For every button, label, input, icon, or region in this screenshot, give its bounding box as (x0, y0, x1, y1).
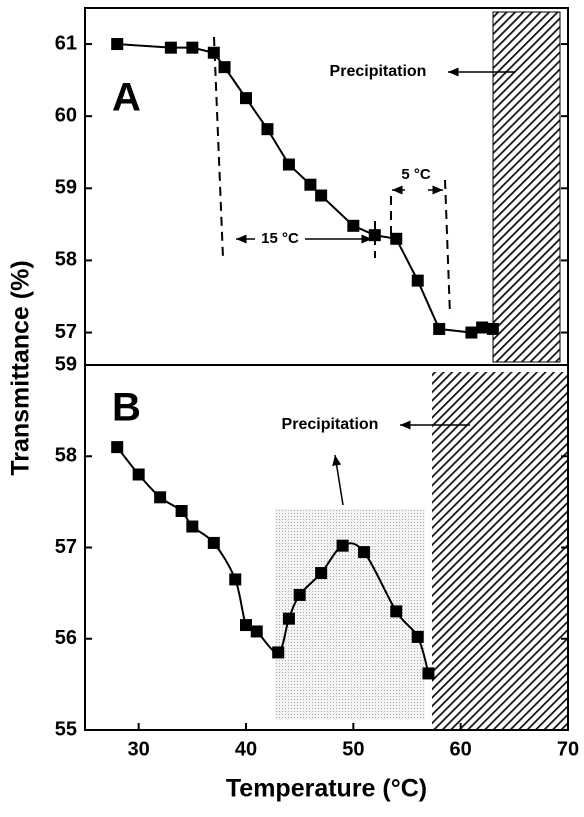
y-axis-label: Transmittance (%) (7, 260, 35, 475)
data-point (186, 520, 199, 533)
data-point (207, 536, 220, 549)
annotation: Precipitation (282, 416, 379, 433)
data-point (111, 441, 124, 454)
annotation: 5 °C (401, 166, 431, 183)
arrows (236, 67, 515, 506)
data-point (218, 61, 231, 74)
data-point (304, 178, 317, 191)
data-point (390, 232, 403, 245)
data-point (240, 619, 252, 632)
data-point (154, 491, 167, 504)
y-tick-label: 58 (55, 445, 77, 467)
data-point (315, 567, 328, 580)
data-point (476, 321, 489, 334)
x-tick-label: 50 (342, 738, 364, 760)
precipitation-region (492, 11, 561, 363)
y-tick-label: 58 (55, 249, 77, 271)
data-point (411, 630, 424, 643)
data-point (250, 625, 263, 638)
x-axis-label: Temperature (°C) (226, 775, 427, 803)
data-point (175, 505, 188, 517)
data-point (282, 612, 295, 625)
y-tick-label: 60 (55, 104, 77, 126)
annotation: 15 °C (261, 230, 299, 247)
data-point (368, 229, 381, 242)
data-point (358, 546, 371, 559)
transition-region (275, 509, 425, 720)
panel-label: B (112, 386, 141, 430)
y-tick-label: 56 (55, 627, 77, 649)
panel-label: A (112, 76, 141, 120)
data-point (422, 667, 435, 680)
y-tick-label: 55 (55, 718, 77, 740)
x-tick-label: 60 (450, 738, 472, 760)
data-point (282, 158, 295, 171)
y-tick-label: 59 (55, 177, 77, 199)
data-point (433, 322, 446, 335)
data-point (261, 123, 274, 136)
x-tick-label: 40 (235, 738, 257, 760)
data-point (186, 41, 199, 54)
data-point (390, 605, 403, 618)
y-tick-label: 57 (55, 536, 77, 558)
data-point (272, 646, 285, 659)
y-tick-label: 61 (55, 32, 77, 54)
data-point (132, 468, 145, 481)
data-point (240, 92, 252, 105)
x-tick-label: 70 (557, 738, 579, 760)
data-point (293, 588, 306, 601)
data-point (111, 38, 124, 51)
data-point (229, 573, 242, 586)
data-point (486, 322, 499, 335)
data-point (207, 46, 220, 59)
data-point (411, 274, 424, 287)
y-tick-label: 59 (55, 353, 77, 375)
y-tick-label: 57 (55, 321, 77, 343)
data-point (164, 41, 177, 54)
data-point (336, 539, 349, 552)
x-tick-label: 30 (128, 738, 150, 760)
data-point (465, 326, 478, 339)
annotation: Precipitation (330, 63, 427, 80)
data-point (347, 219, 360, 232)
data-point (315, 189, 328, 202)
precipitation-region (432, 372, 568, 730)
